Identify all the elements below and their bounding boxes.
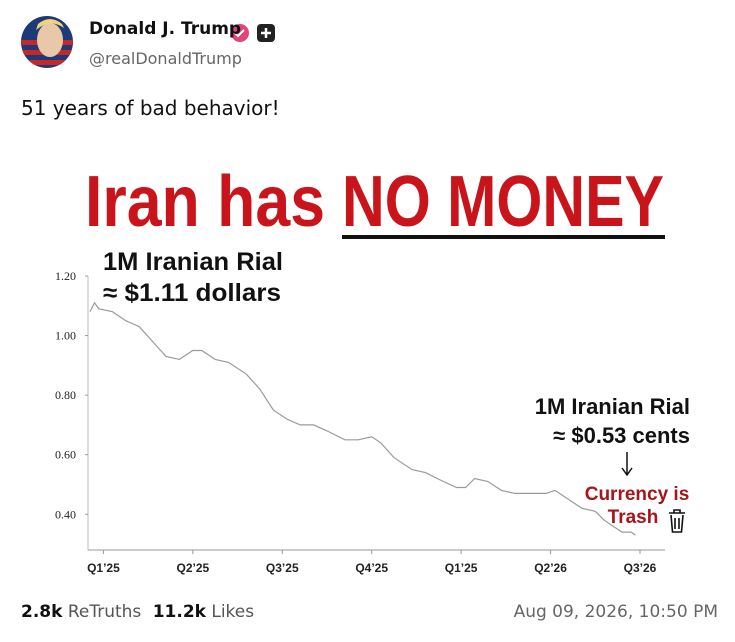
- retruths-count: 2.8k: [21, 602, 63, 622]
- x-tick-label: Q4’25: [355, 561, 388, 575]
- y-tick-label: 0.40: [55, 507, 76, 521]
- annotation: ≈ $0.53 cents: [553, 423, 690, 448]
- chart-title-emphasis: NO MONEY: [342, 162, 664, 242]
- trash-icon: [669, 509, 685, 533]
- x-tick-label: Q2’26: [534, 561, 567, 575]
- author-name[interactable]: Donald J. Trump: [89, 19, 242, 39]
- annotation: 1M Iranian Rial: [103, 248, 283, 276]
- annotation: Trash: [608, 507, 659, 528]
- arrow: [621, 452, 633, 477]
- x-tick-label: Q3’25: [266, 561, 299, 575]
- y-tick-label: 0.60: [55, 448, 76, 462]
- chart-title: Iran has: [85, 162, 325, 242]
- annotation: Currency is: [585, 484, 690, 505]
- timestamp: Aug 09, 2026, 10:50 PM: [513, 602, 718, 622]
- likes-label[interactable]: Likes: [211, 602, 255, 622]
- post-text: 51 years of bad behavior!: [21, 96, 280, 120]
- likes-count: 11.2k: [152, 602, 206, 622]
- stats: 2.8k ReTruths 11.2k Likes: [21, 602, 254, 622]
- y-tick-label: 1.20: [55, 269, 76, 283]
- y-tick-label: 1.00: [55, 329, 76, 343]
- x-tick-label: Q3’26: [624, 561, 657, 575]
- line: [89, 301, 636, 536]
- x-tick-label: Q1’25: [87, 561, 120, 575]
- avatar[interactable]: [21, 16, 73, 68]
- x-tick-label: Q1’25: [445, 561, 478, 575]
- y-tick-label: 0.80: [55, 388, 76, 402]
- annotation: 1M Iranian Rial: [535, 394, 690, 419]
- retruths-label[interactable]: ReTruths: [67, 602, 142, 622]
- x-tick-label: Q2’25: [176, 561, 209, 575]
- author-handle[interactable]: @realDonaldTrump: [89, 49, 242, 68]
- annotation: ≈ $1.11 dollars: [103, 279, 281, 307]
